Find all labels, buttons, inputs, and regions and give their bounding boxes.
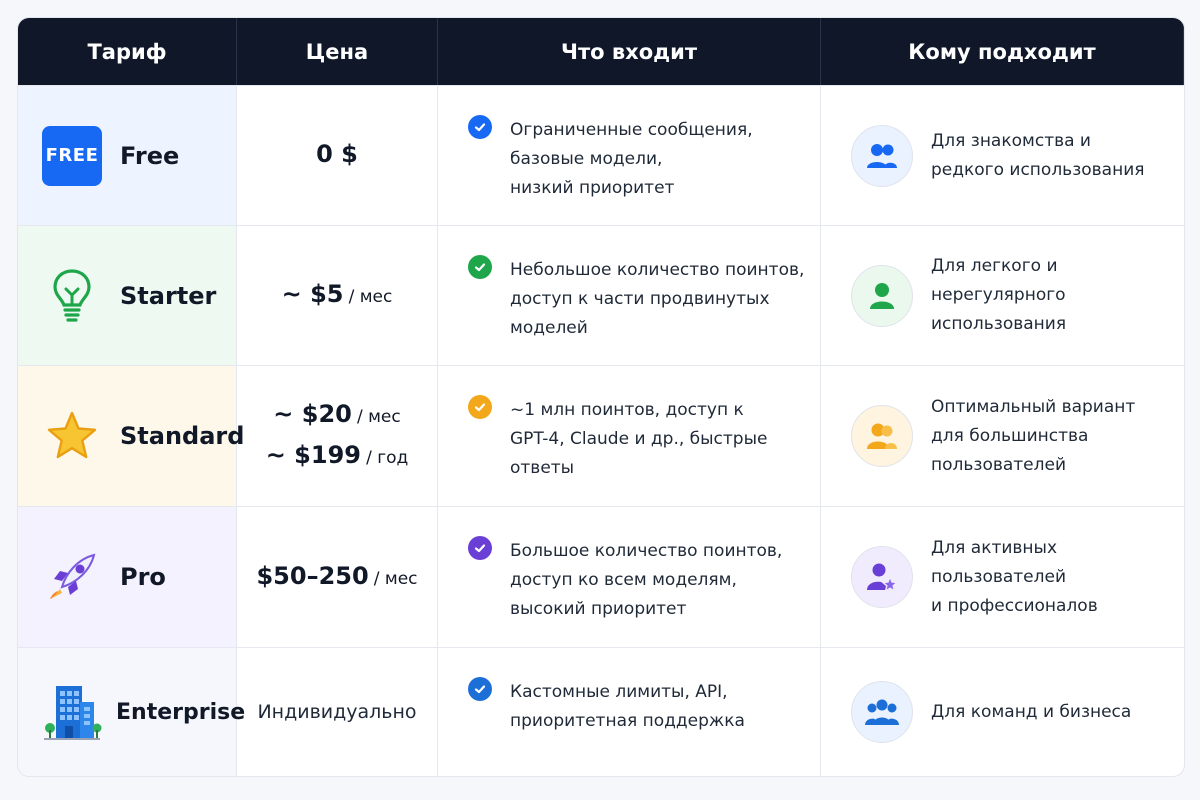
users-icon xyxy=(851,124,913,187)
features-cell-enterprise: Кастомные лимиты, API, приоритетная подд… xyxy=(438,647,821,776)
user-pair-icon xyxy=(851,405,913,467)
check-icon xyxy=(468,536,492,560)
price-cell-pro: $50–250 / мес xyxy=(237,506,438,647)
pricing-table: Тариф Цена Что входит Кому подходит FREE… xyxy=(17,17,1185,777)
price-value-yearly: ~ $199 xyxy=(265,441,361,469)
user-star-icon xyxy=(851,546,913,608)
features-text: Большое количество поинтов, доступ ко вс… xyxy=(510,541,783,619)
header-audience: Кому подходит xyxy=(821,18,1184,85)
check-icon xyxy=(468,395,492,419)
features-text: Кастомные лимиты, API, приоритетная подд… xyxy=(510,682,745,731)
plan-cell-standard: Standard xyxy=(18,365,244,506)
price-value: ~ $5 xyxy=(281,280,344,308)
plan-cell-pro: Pro xyxy=(18,506,237,647)
free-badge-icon: FREE xyxy=(42,125,102,186)
audience-cell-standard: Оптимальный вариант для большинства поль… xyxy=(821,365,1184,506)
plan-name: Free xyxy=(120,141,180,170)
features-cell-free: Ограниченные сообщения, базовые модели, … xyxy=(438,85,821,225)
audience-text: Оптимальный вариант для большинства поль… xyxy=(931,396,1136,475)
price-cell-free: 0 $ xyxy=(237,85,438,225)
price-value: 0 $ xyxy=(316,140,358,168)
price-value: $50–250 xyxy=(256,561,369,590)
plan-cell-free: FREE Free xyxy=(18,85,237,225)
user-icon xyxy=(851,264,913,327)
features-cell-standard: ~1 млн поинтов, доступ к GPT-4, Claude и… xyxy=(438,365,821,506)
price-value: ~ $20 xyxy=(273,400,352,428)
lightbulb-icon xyxy=(42,266,102,326)
features-cell-starter: Небольшое количество поинтов, доступ к ч… xyxy=(438,225,821,365)
price-value: Индивидуально xyxy=(257,700,417,723)
plan-name: Standard xyxy=(120,422,245,450)
audience-cell-starter: Для легкого и нерегулярного использовани… xyxy=(821,225,1184,365)
features-text: ~1 млн поинтов, доступ к GPT-4, Claude и… xyxy=(510,400,768,478)
audience-text: Для активных пользователей и профессиона… xyxy=(931,537,1098,616)
plan-name: Enterprise xyxy=(116,699,246,725)
pricing-grid: Тариф Цена Что входит Кому подходит FREE… xyxy=(18,18,1184,776)
audience-cell-pro: Для активных пользователей и профессиона… xyxy=(821,506,1184,647)
price-cell-starter: ~ $5 / мес xyxy=(237,225,438,365)
features-cell-pro: Большое количество поинтов, доступ ко вс… xyxy=(438,506,821,647)
audience-cell-enterprise: Для команд и бизнеса xyxy=(821,647,1184,776)
plan-cell-enterprise: Enterprise xyxy=(18,647,245,776)
price-unit: / мес xyxy=(373,568,418,589)
audience-text: Для команд и бизнеса xyxy=(931,701,1132,722)
plan-cell-starter: Starter xyxy=(18,225,237,365)
team-icon xyxy=(851,681,913,743)
plan-name: Starter xyxy=(120,281,217,310)
features-text: Ограниченные сообщения, базовые модели, … xyxy=(510,120,753,198)
header-plan: Тариф xyxy=(18,18,237,85)
header-features: Что входит xyxy=(438,18,821,85)
header-price: Цена xyxy=(237,18,438,85)
plan-name: Pro xyxy=(120,563,166,591)
rocket-icon xyxy=(42,547,102,607)
price-cell-enterprise: Индивидуально xyxy=(237,647,438,776)
check-icon xyxy=(468,677,492,701)
price-cell-standard: ~ $20 / мес ~ $199 / год xyxy=(237,365,438,506)
free-badge-label: FREE xyxy=(42,125,102,186)
audience-cell-free: Для знакомства и редкого использования xyxy=(821,85,1184,225)
check-icon xyxy=(468,115,492,139)
building-icon xyxy=(42,682,102,742)
audience-text: Для знакомства и редкого использования xyxy=(931,130,1145,180)
price-unit: / мес xyxy=(356,407,401,427)
features-text: Небольшое количество поинтов, доступ к ч… xyxy=(510,260,805,338)
star-icon xyxy=(42,406,102,466)
price-unit-yearly: / год xyxy=(366,448,409,468)
check-icon xyxy=(468,255,492,279)
price-unit: / мес xyxy=(348,287,393,307)
audience-text: Для легкого и нерегулярного использовани… xyxy=(931,256,1067,334)
